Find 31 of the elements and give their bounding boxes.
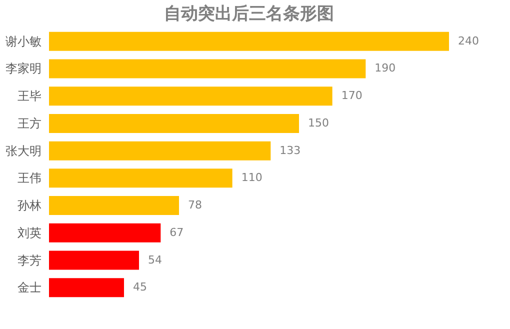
data-label: 170 (341, 89, 362, 102)
bar (49, 223, 161, 242)
data-label: 190 (374, 62, 396, 75)
data-label: 110 (241, 171, 262, 184)
data-label: 133 (280, 144, 301, 157)
data-label: 45 (133, 280, 147, 294)
bar (49, 114, 299, 133)
y-tick-label: 王方 (18, 116, 42, 130)
bar (49, 32, 449, 51)
y-tick-label: 谢小敏 (6, 34, 42, 48)
bar (49, 86, 332, 106)
data-label: 240 (458, 34, 479, 48)
y-tick-label: 王毕 (18, 89, 42, 104)
y-tick-label: 李芳 (18, 253, 42, 268)
y-tick-label: 刘英 (18, 226, 42, 240)
chart-title: 自动突出后三名条形图 (164, 4, 334, 24)
bar (49, 196, 179, 216)
data-label: 67 (170, 226, 184, 239)
data-label: 78 (188, 198, 202, 212)
y-tick-label: 王伟 (18, 171, 42, 186)
y-tick-label: 张大明 (6, 144, 42, 158)
data-label: 54 (148, 253, 162, 266)
y-tick-label: 李家明 (6, 62, 42, 76)
bar (49, 168, 232, 188)
bar (49, 278, 124, 298)
data-label: 150 (308, 116, 329, 130)
bar (49, 250, 139, 270)
y-tick-label: 孙林 (18, 198, 42, 213)
bar (49, 59, 366, 78)
y-tick-label: 金士 (18, 280, 42, 295)
bar (49, 141, 271, 160)
